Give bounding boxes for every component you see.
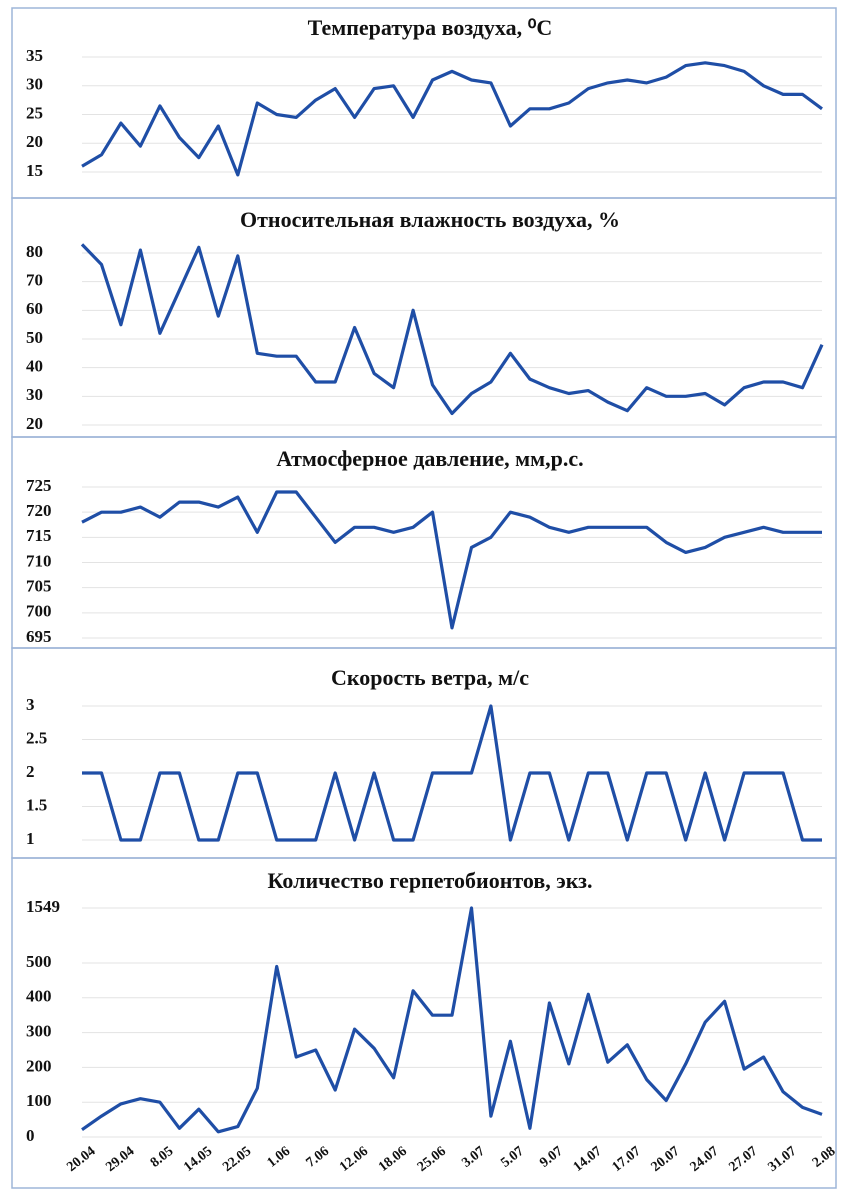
data-line (82, 704, 822, 842)
x-tick-label: 14.05 (181, 1144, 215, 1175)
y-tick-label: 300 (26, 1022, 52, 1041)
y-tick-label: 500 (26, 952, 52, 971)
x-tick-label: 22.05 (220, 1144, 254, 1175)
data-line (80, 243, 824, 416)
y-tick-label: 20 (26, 132, 43, 151)
y-tick-label: 30 (26, 385, 43, 404)
y-tick-label: 725 (26, 476, 52, 495)
x-tick-label: 7.06 (304, 1144, 333, 1171)
y-tick-label: 70 (26, 271, 43, 290)
x-tick-label: 18.06 (376, 1144, 410, 1175)
x-tick-label: 25.06 (415, 1144, 449, 1175)
y-tick-label: 705 (26, 577, 52, 596)
x-tick-label: 5.07 (498, 1144, 527, 1171)
y-tick-label: 2.5 (26, 728, 47, 747)
y-tick-label: 25 (26, 103, 43, 122)
y-tick-label: 700 (26, 602, 52, 621)
y-tick-label: 30 (26, 75, 43, 94)
x-tick-label: 17.07 (610, 1144, 644, 1175)
y-tick-label: 80 (26, 242, 43, 261)
panel-frame (11, 857, 837, 1189)
chart-title: Температура воздуха, ⁰C (308, 15, 553, 40)
y-tick-label: 720 (26, 501, 52, 520)
y-tick-label: 0 (26, 1126, 35, 1145)
y-tick-label: 710 (26, 551, 52, 570)
x-tick-label: 29.04 (103, 1144, 137, 1175)
x-tick-label: 9.07 (537, 1144, 566, 1171)
x-tick-label: 14.07 (571, 1144, 605, 1175)
y-tick-label: 60 (26, 299, 43, 318)
y-tick-label: 715 (26, 526, 52, 545)
y-tick-label: 1549 (26, 897, 60, 916)
y-tick-label: 35 (26, 46, 43, 65)
data-line (81, 906, 823, 1134)
x-tick-label: 1.06 (265, 1144, 294, 1171)
y-tick-label: 1 (26, 829, 35, 848)
x-tick-label: 20.07 (649, 1144, 683, 1175)
x-tick-label: 8.05 (148, 1144, 177, 1171)
chart-title: Атмосферное давление, мм,р.с. (276, 446, 583, 471)
y-tick-label: 100 (26, 1091, 52, 1110)
x-tick-label: 31.07 (765, 1144, 799, 1175)
x-tick-label: 12.06 (337, 1144, 371, 1175)
x-tick-label: 27.07 (726, 1144, 760, 1175)
data-line (81, 61, 823, 177)
y-tick-label: 1.5 (26, 795, 47, 814)
chart-title: Количество герпетобионтов, экз. (268, 868, 593, 893)
x-tick-label: 3.07 (459, 1144, 488, 1171)
x-tick-label: 2.08 (810, 1144, 839, 1171)
x-tick-label: 20.04 (64, 1144, 98, 1175)
y-tick-label: 3 (26, 695, 35, 714)
y-tick-label: 400 (26, 987, 52, 1006)
y-tick-label: 15 (26, 161, 43, 180)
y-tick-label: 50 (26, 328, 43, 347)
y-tick-label: 200 (26, 1056, 52, 1075)
y-tick-label: 20 (26, 414, 43, 433)
y-tick-label: 40 (26, 357, 43, 376)
chart-title: Скорость ветра, м/с (331, 665, 529, 690)
y-tick-label: 695 (26, 627, 52, 646)
data-line (81, 490, 822, 630)
panel-frame (11, 197, 837, 438)
y-tick-label: 2 (26, 762, 35, 781)
x-tick-label: 24.07 (688, 1144, 722, 1175)
chart-title: Относительная влажность воздуха, % (240, 207, 620, 232)
